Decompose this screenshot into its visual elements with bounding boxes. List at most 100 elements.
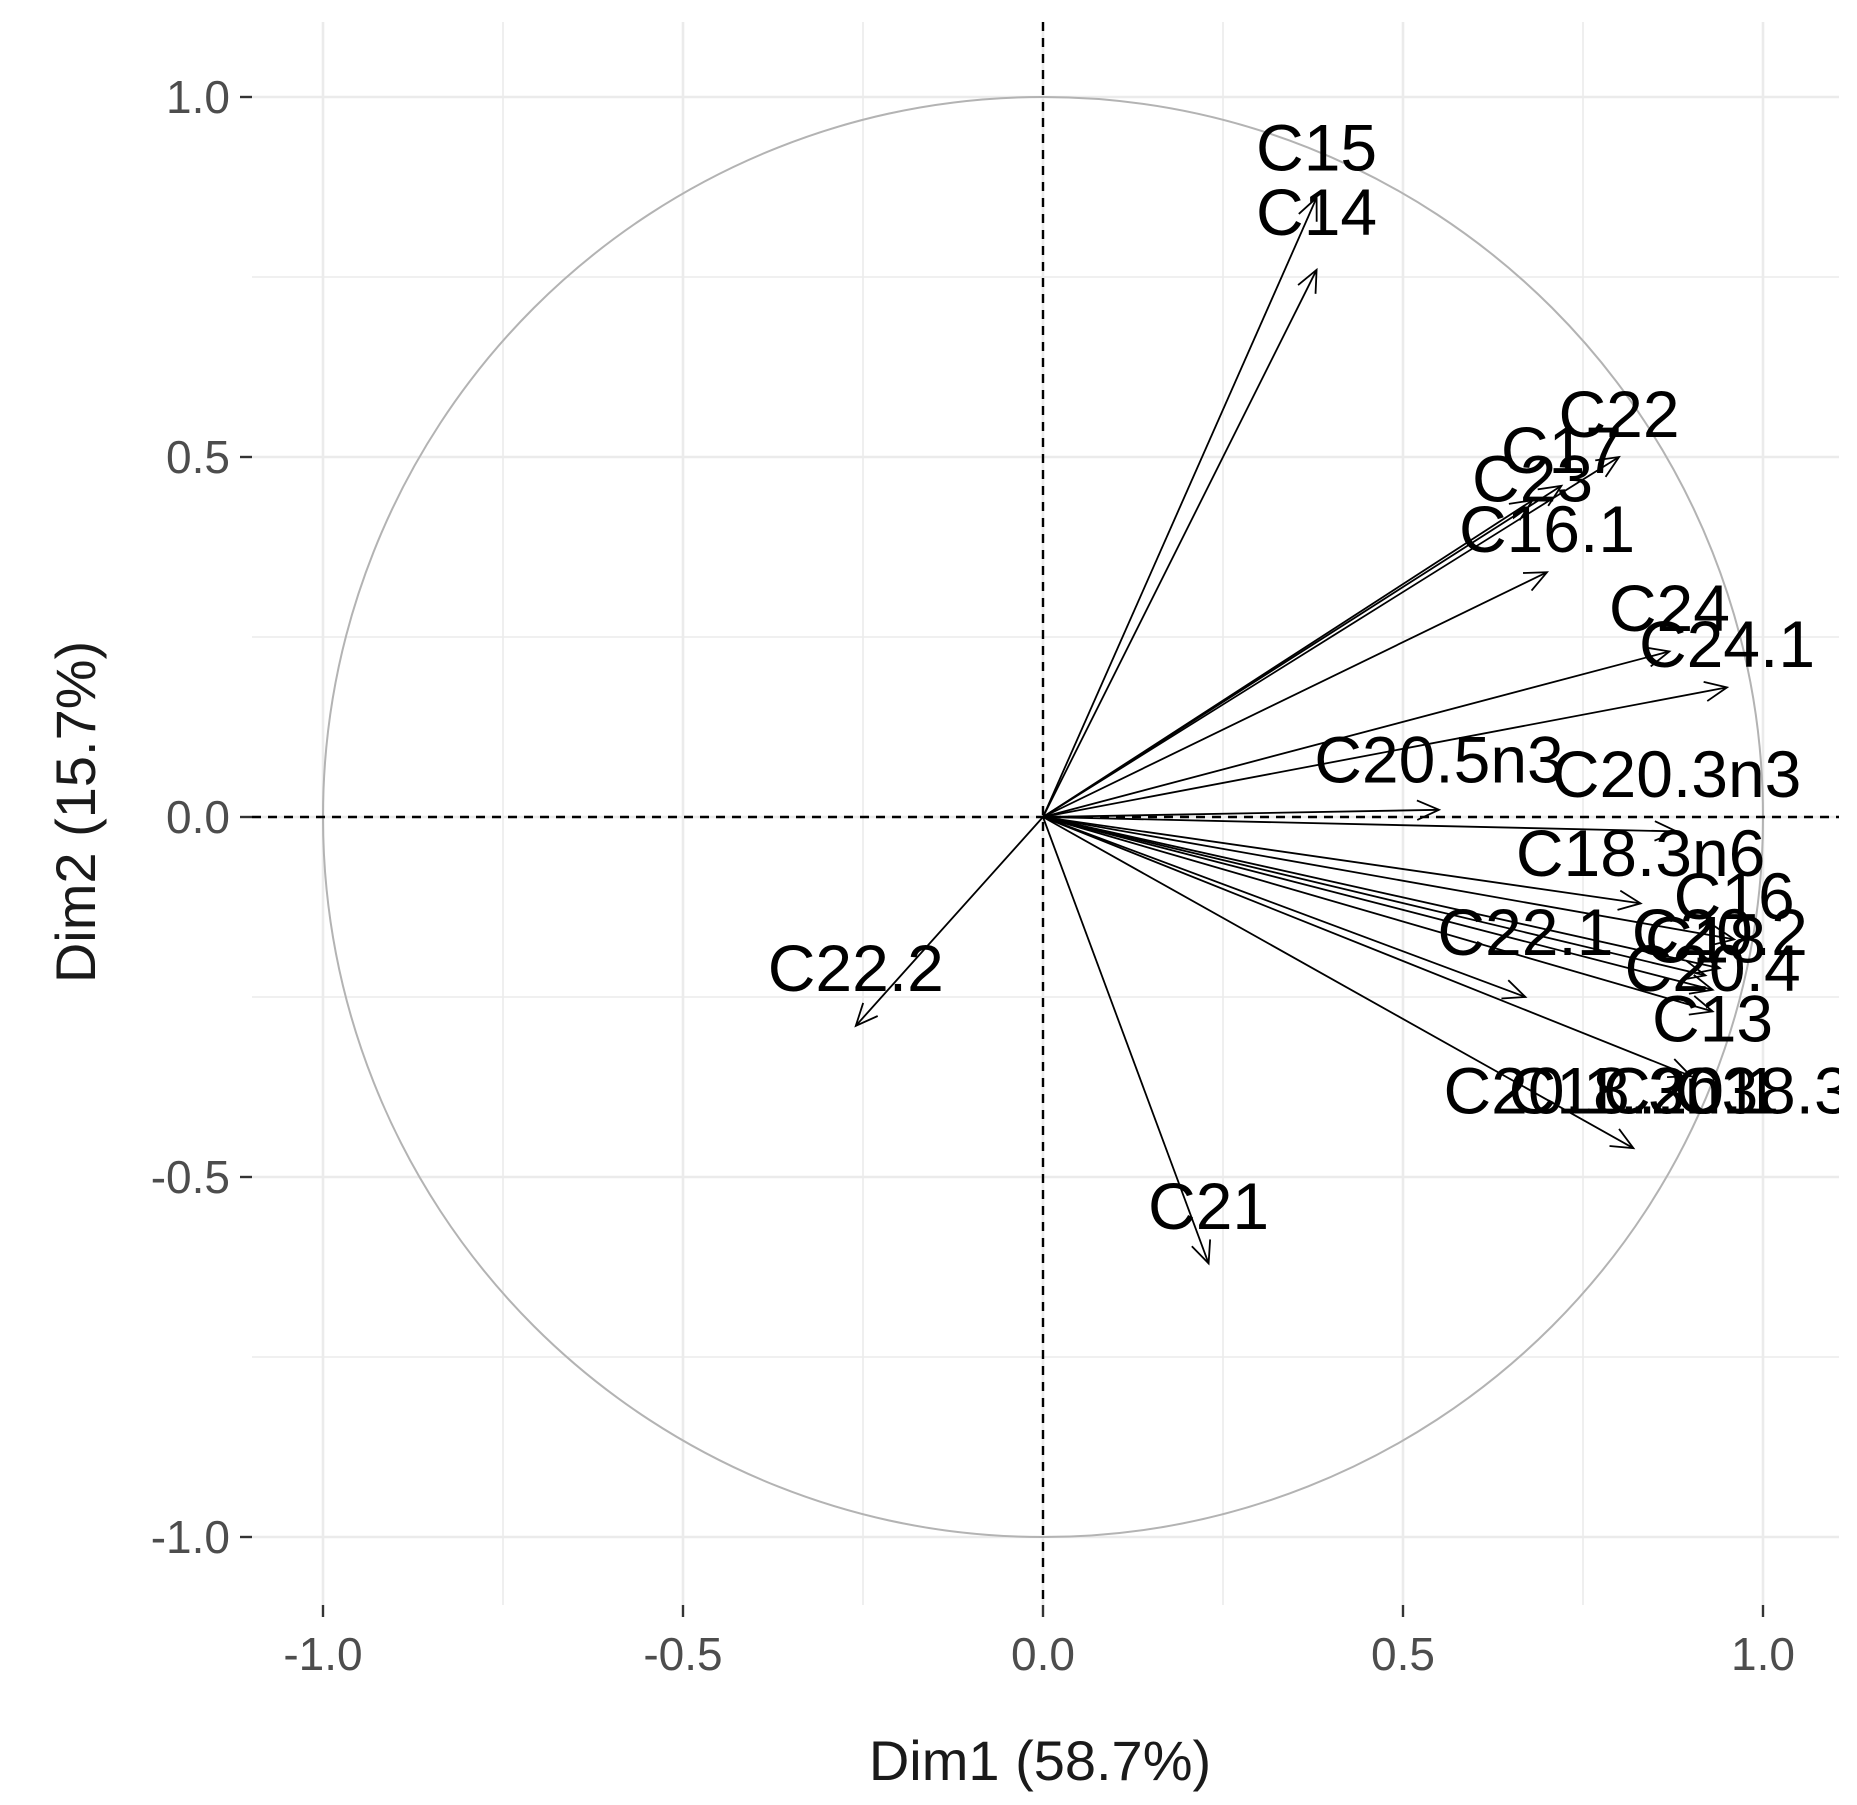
arrow-shaft	[1042, 269, 1318, 818]
arrow-head	[1666, 1058, 1694, 1079]
y-tick-label: -1.0	[151, 1511, 230, 1563]
arrow-head	[1617, 889, 1643, 911]
arrow-shaft	[1042, 816, 1720, 970]
arrow-shaft	[1042, 650, 1670, 818]
arrow-c15	[1042, 195, 1318, 818]
arrow-c18-3n3	[1042, 816, 1636, 1150]
variable-label: C20.5n3	[1314, 722, 1564, 796]
y-tick-label: 0.0	[166, 791, 230, 843]
arrow-c20-2	[1042, 816, 1722, 974]
arrow-head	[1501, 979, 1528, 1000]
arrow-shaft	[1042, 571, 1548, 818]
reference-lines	[252, 22, 1839, 1605]
variable-label: C16	[1674, 859, 1795, 933]
arrow-c24-1	[1042, 681, 1730, 818]
arrow-c18	[1042, 816, 1708, 981]
arrow-head	[1298, 195, 1318, 222]
arrow-c20-3n3	[1042, 816, 1679, 842]
y-tick-label: -0.5	[151, 1151, 230, 1203]
y-axis-title: Dim2 (15.7%)	[44, 641, 107, 983]
arrow-shaft	[1042, 816, 1692, 1078]
arrow-c13	[1042, 816, 1715, 1016]
arrow-c20-5n3	[1042, 799, 1442, 821]
x-axis-title: Dim1 (58.7%)	[869, 1729, 1211, 1792]
variable-label: C21	[1148, 1169, 1269, 1243]
arrow-shaft	[1042, 816, 1706, 977]
arrow-c22-1	[1042, 816, 1528, 1000]
arrow-shaft	[1042, 816, 1210, 1264]
variable-label: C23	[1472, 442, 1593, 516]
y-tick-label: 1.0	[166, 71, 230, 123]
y-tick-label: 0.5	[166, 431, 230, 483]
arrow-head	[1710, 925, 1737, 947]
arrow-head	[1508, 498, 1535, 521]
arrow-shaft	[1042, 197, 1318, 818]
arrow-c21	[1042, 816, 1212, 1266]
arrow-head	[1537, 484, 1564, 507]
variable-label: C20.3n3	[1552, 737, 1802, 811]
variable-label: C15	[1256, 110, 1377, 184]
variable-label: C18.3n3	[1509, 1054, 1759, 1128]
arrow-shaft	[1042, 686, 1728, 818]
x-tick-label: 0.5	[1371, 1628, 1435, 1680]
variable-label: C14	[1256, 175, 1377, 249]
arrow-c24	[1042, 646, 1672, 818]
x-tick-label: -0.5	[643, 1628, 722, 1680]
arrow-c16	[1042, 816, 1737, 947]
arrow-head	[1654, 820, 1679, 842]
x-tick-label: -1.0	[283, 1628, 362, 1680]
variable-label: C20.2	[1632, 895, 1808, 969]
variable-label: C24	[1609, 571, 1730, 645]
variable-label: C22	[1558, 377, 1679, 451]
variable-label: C24.1	[1639, 607, 1815, 681]
arrow-head	[1688, 995, 1715, 1016]
arrow-c14	[1042, 267, 1318, 818]
arrow-head	[1696, 953, 1722, 974]
arrow-shaft	[1042, 816, 1634, 1149]
variable-label: C18	[1645, 902, 1766, 976]
arrow-shaft	[1042, 816, 1677, 833]
variable-label: C17	[1501, 413, 1622, 487]
arrow-shaft	[1042, 499, 1534, 818]
arrow-c22-2	[854, 816, 1044, 1028]
x-tick-label: 0.0	[1011, 1628, 1075, 1680]
arrow-head	[1703, 681, 1730, 702]
arrow-c20-1	[1042, 816, 1694, 1079]
arrow-shaft	[1042, 816, 1735, 941]
arrow-head	[1522, 571, 1549, 592]
arrow-head	[854, 1002, 879, 1028]
arrow-c20-4	[1042, 816, 1715, 995]
arrow-head	[1297, 267, 1318, 294]
variable-label: C20.4	[1625, 931, 1801, 1005]
arrow-c16-1	[1042, 571, 1549, 818]
arrow-head	[1645, 646, 1672, 668]
arrow-head	[1416, 799, 1442, 821]
variable-label: C16.1	[1459, 492, 1635, 566]
arrow-shaft	[1042, 456, 1620, 818]
arrow-c23	[1042, 498, 1535, 818]
arrow-shaft	[1042, 808, 1440, 818]
arrow-head	[1609, 1128, 1636, 1150]
variable-label: C18.3n6	[1516, 816, 1766, 890]
arrow-head	[1688, 974, 1715, 995]
arrow-head	[1191, 1239, 1212, 1266]
x-tick-label: 1.0	[1731, 1628, 1795, 1680]
arrow-head	[1681, 960, 1708, 981]
axes: -1.0 -0.5 0.0 0.5 1.0 -1.0 -0.5 0.0 0.5 1.0	[151, 71, 1795, 1680]
arrow-head	[1595, 455, 1621, 478]
variable-label: C20.1	[1603, 1054, 1779, 1128]
variable-label: C22.1	[1437, 895, 1613, 969]
arrow-shaft	[1042, 816, 1713, 991]
variable-label: C22.2	[768, 931, 944, 1005]
variable-arrows	[854, 195, 1737, 1266]
overlap-label: C20.1...C18.3n3	[1443, 1054, 1857, 1128]
arrow-c18-3n6	[1042, 816, 1643, 911]
arrow-shaft	[1042, 816, 1713, 1013]
arrow-shaft	[855, 816, 1044, 1027]
arrow-c22	[1042, 455, 1621, 818]
arrow-shaft	[1042, 816, 1641, 905]
variable-label: C13	[1652, 982, 1773, 1056]
arrow-shaft	[1042, 816, 1526, 998]
